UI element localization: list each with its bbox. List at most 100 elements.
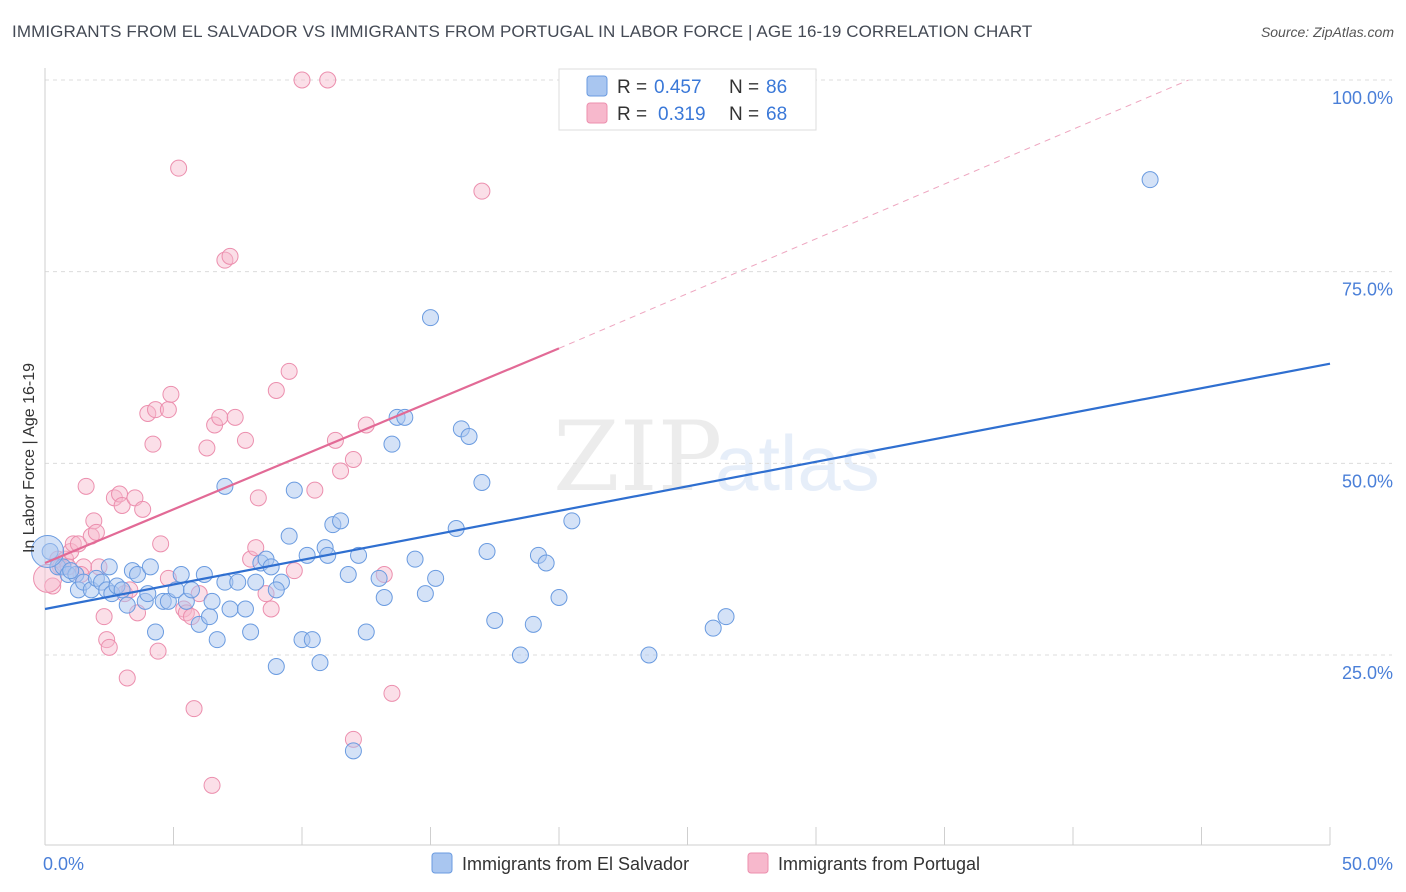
point-portugal-26 — [147, 401, 165, 419]
point-el-salvador-16 — [129, 566, 147, 583]
point-portugal-55 — [306, 481, 324, 499]
legend-r-label-1: R = — [617, 77, 647, 98]
y-axis-title: In Labor Force | Age 16-19 — [21, 363, 38, 553]
point-portugal-27 — [152, 535, 170, 553]
point-el-salvador-73 — [563, 512, 581, 530]
y-tick-label-25: 25.0% — [1342, 663, 1393, 683]
point-el-salvador-64 — [460, 428, 478, 445]
point-portugal-0 — [44, 577, 62, 595]
point-el-salvador-53 — [370, 569, 388, 587]
point-portugal-24 — [139, 405, 157, 422]
point-el-salvador-69 — [524, 615, 542, 633]
y-tick-label-75: 75.0% — [1342, 280, 1393, 300]
point-el-salvador-50 — [339, 566, 357, 583]
point-el-salvador-66 — [478, 543, 496, 560]
point-portugal-17 — [113, 497, 131, 514]
trend-lines — [44, 79, 1331, 611]
legend-n-label-2: N = — [729, 104, 759, 125]
point-portugal-32 — [170, 159, 188, 177]
point-el-salvador-34 — [236, 600, 254, 618]
legend-swatch-portugal — [586, 102, 608, 124]
point-el-salvador-82 — [62, 562, 80, 580]
point-el-salvador-19 — [147, 623, 165, 641]
point-el-salvador-32 — [221, 600, 239, 618]
point-portugal-62 — [383, 684, 401, 702]
series-el-salvador-points — [31, 171, 1159, 760]
point-el-salvador-45 — [303, 631, 321, 649]
chart-title: IMMIGRANTS FROM EL SALVADOR VS IMMIGRANT… — [12, 22, 1033, 41]
point-portugal-50 — [262, 600, 280, 618]
point-el-salvador-58 — [406, 550, 424, 568]
point-el-salvador-78 — [344, 742, 362, 760]
point-el-salvador-36 — [247, 573, 265, 591]
point-el-salvador-28 — [200, 608, 218, 626]
trend-line-el-salvador — [44, 362, 1331, 611]
point-el-salvador-46 — [311, 654, 329, 672]
point-el-salvador-71 — [537, 554, 555, 572]
point-portugal-45 — [236, 431, 254, 449]
trend-line-portugal — [44, 347, 560, 565]
point-el-salvador-29 — [203, 592, 221, 610]
point-portugal-58 — [332, 462, 350, 480]
point-portugal-36 — [185, 700, 203, 718]
watermark-zip: ZIP — [553, 401, 722, 513]
legend-r-label-2: R = — [617, 104, 647, 125]
point-portugal-53 — [285, 562, 303, 580]
source-label: Source: ZipAtlas.com — [1260, 24, 1394, 40]
point-portugal-65 — [87, 523, 105, 541]
point-portugal-14 — [100, 638, 118, 656]
y-tick-label-100: 100.0% — [1332, 88, 1393, 108]
point-el-salvador-61 — [427, 569, 445, 587]
point-portugal-28 — [149, 642, 167, 660]
point-portugal-59 — [344, 451, 362, 468]
point-el-salvador-49 — [332, 512, 350, 530]
series-portugal-points — [33, 71, 491, 794]
point-el-salvador-51 — [350, 546, 368, 564]
point-el-salvador-23 — [172, 566, 190, 583]
point-portugal-48 — [249, 489, 267, 507]
point-portugal-30 — [159, 401, 177, 419]
x-tick-label-max: 50.0% — [1342, 854, 1393, 874]
watermark: ZIP atlas — [553, 401, 880, 513]
point-portugal-23 — [134, 500, 152, 518]
point-el-salvador-80 — [267, 581, 285, 599]
point-portugal-47 — [247, 539, 265, 557]
legend-n-label-1: N = — [729, 77, 759, 98]
point-el-salvador-14 — [118, 596, 136, 614]
legend: R = 0.457 N = 86 R = 0.319 N = 68 — [558, 68, 817, 131]
point-portugal-51 — [267, 382, 285, 399]
point-el-salvador-81 — [100, 558, 118, 576]
point-el-salvador-42 — [285, 481, 303, 499]
tick-labels: 25.0% 50.0% 75.0% 100.0% 0.0% 50.0% — [43, 88, 1393, 874]
point-portugal-54 — [293, 71, 311, 89]
point-portugal-12 — [95, 608, 113, 626]
point-el-salvador-35 — [242, 623, 260, 641]
legend-r-value-2: 0.319 — [658, 104, 706, 125]
legend-n-value-1: 86 — [766, 77, 787, 98]
point-el-salvador-54 — [375, 589, 393, 606]
point-el-salvador-77 — [1141, 171, 1159, 189]
point-el-salvador-75 — [704, 619, 722, 637]
point-el-salvador-39 — [267, 658, 285, 675]
point-portugal-31 — [162, 385, 180, 403]
point-portugal-8 — [77, 477, 95, 495]
legend-n-value-2: 68 — [766, 104, 787, 125]
gridlines — [45, 79, 1392, 656]
point-portugal-52 — [280, 362, 298, 380]
point-el-salvador-74 — [640, 646, 658, 664]
bottom-legend: Immigrants from El Salvador Immigrants f… — [431, 852, 980, 874]
y-tick-label-50: 50.0% — [1342, 471, 1393, 491]
point-el-salvador-33 — [229, 573, 247, 591]
axes — [44, 68, 1331, 846]
legend-r-value-1: 0.457 — [654, 77, 702, 98]
bottom-legend-label-el-salvador: Immigrants from El Salvador — [462, 854, 689, 874]
trend-line-portugal-extrapolated — [558, 79, 1189, 349]
point-portugal-41 — [211, 408, 229, 426]
point-el-salvador-59 — [416, 585, 434, 603]
x-tick-label-min: 0.0% — [43, 854, 84, 874]
point-el-salvador-30 — [208, 631, 226, 649]
point-el-salvador-25 — [182, 581, 200, 599]
point-el-salvador-55 — [383, 435, 401, 453]
point-el-salvador-41 — [280, 527, 298, 545]
